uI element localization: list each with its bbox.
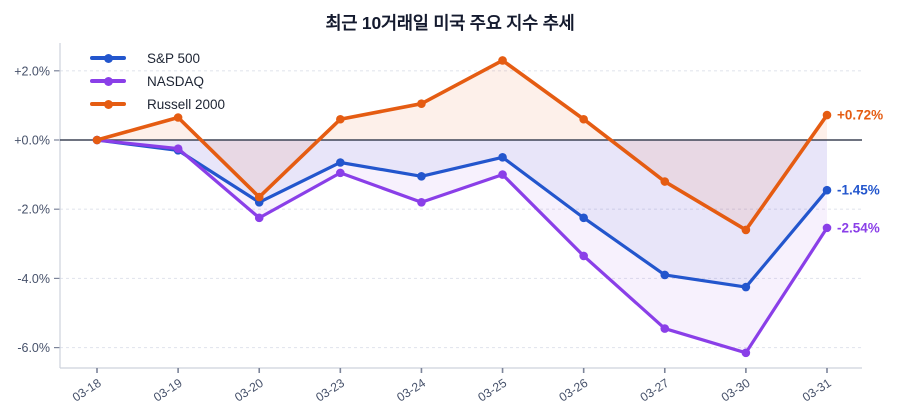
chart-title: 최근 10거래일 미국 주요 지수 추세 [325, 13, 575, 33]
legend-item-s-p-500: S&P 500 [90, 49, 225, 67]
data-point-nasdaq [173, 144, 183, 153]
x-tick-label-group: 03-31 [800, 376, 834, 405]
end-label-s-p-500: -1.45% [837, 183, 880, 198]
x-tick-label: 03-24 [394, 376, 428, 405]
data-point-s-p-500 [579, 213, 588, 223]
legend-label: NASDAQ [147, 73, 205, 89]
legend-label: S&P 500 [147, 50, 201, 66]
legend: S&P 500 NASDAQ Russell 2000 [90, 49, 225, 113]
legend-item-nasdaq: NASDAQ [90, 72, 225, 90]
data-point-russell-2000 [254, 192, 264, 202]
y-tick-label: +0.0% [14, 134, 50, 148]
data-point-s-p-500 [417, 172, 426, 181]
series-area-russell-2000 [97, 60, 827, 230]
x-tick-label-group: 03-18 [70, 376, 104, 405]
y-tick-label: -2.0% [17, 203, 50, 217]
end-label-nasdaq: -2.54% [837, 220, 880, 235]
data-point-nasdaq [498, 170, 507, 179]
legend-marker-icon [90, 49, 126, 67]
y-tick-label: -6.0% [17, 341, 50, 355]
data-point-russell-2000 [822, 110, 832, 120]
data-point-russell-2000 [741, 225, 751, 235]
data-point-nasdaq [417, 197, 426, 207]
x-tick-label-group: 03-23 [313, 376, 347, 405]
x-tick-label-group: 03-30 [719, 376, 753, 405]
x-tick-label: 03-20 [232, 376, 266, 405]
x-tick-label: 03-31 [800, 376, 834, 405]
x-tick-label-group: 03-24 [394, 376, 428, 405]
data-point-nasdaq [660, 324, 670, 333]
data-point-russell-2000 [660, 177, 670, 186]
legend-label: Russell 2000 [147, 96, 226, 112]
series-line-nasdaq [95, 138, 829, 355]
data-point-nasdaq [336, 168, 345, 178]
end-label-russell-2000: +0.72% [837, 108, 883, 123]
series-line-russell-2000 [95, 58, 829, 232]
legend-item-russell-2000: Russell 2000 [90, 95, 225, 113]
legend-marker-icon [90, 72, 126, 90]
x-tick-label-group: 03-26 [557, 376, 591, 405]
x-tick-label-group: 03-19 [151, 376, 185, 405]
data-point-s-p-500 [822, 185, 832, 195]
data-point-russell-2000 [92, 135, 102, 145]
legend-marker-icon [90, 95, 126, 113]
data-point-nasdaq [741, 348, 751, 358]
series-line-s-p-500 [95, 138, 829, 289]
y-tick-label: +2.0% [14, 64, 50, 78]
x-tick-label-group: 03-27 [638, 376, 672, 405]
x-tick-label: 03-25 [475, 376, 509, 405]
x-tick-label: 03-27 [638, 376, 672, 405]
x-tick-label: 03-19 [151, 376, 185, 405]
data-point-s-p-500 [498, 153, 507, 162]
y-tick-label: -4.0% [17, 272, 50, 286]
x-tick-label-group: 03-25 [475, 376, 509, 405]
data-point-s-p-500 [336, 158, 345, 167]
data-point-russell-2000 [417, 99, 426, 108]
data-point-nasdaq [254, 213, 264, 223]
x-tick-label-group: 03-20 [232, 376, 266, 405]
x-tick-label: 03-30 [719, 376, 753, 405]
data-point-russell-2000 [498, 56, 507, 65]
data-point-russell-2000 [336, 114, 345, 124]
data-point-nasdaq [822, 223, 832, 233]
data-point-russell-2000 [173, 113, 183, 122]
data-point-nasdaq [579, 251, 588, 261]
data-point-s-p-500 [741, 282, 751, 292]
x-tick-label: 03-26 [557, 376, 591, 405]
x-tick-label: 03-18 [70, 376, 104, 405]
x-tick-label: 03-23 [313, 376, 347, 405]
data-point-russell-2000 [579, 114, 588, 124]
data-point-s-p-500 [660, 270, 670, 280]
